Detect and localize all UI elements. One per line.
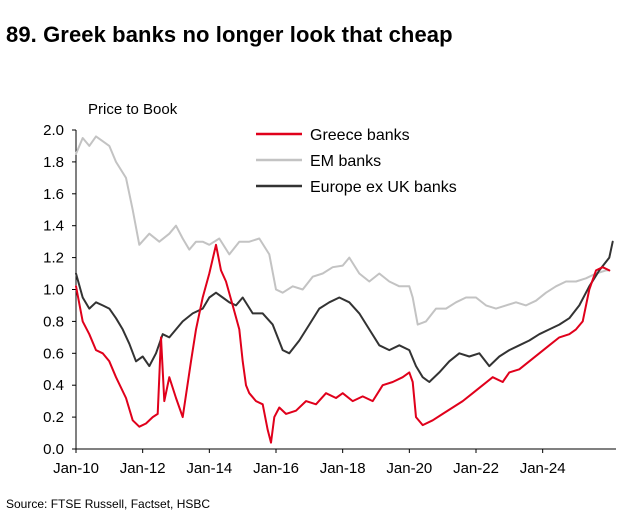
y-tick-label: 1.8 [43,154,64,171]
y-tick-label: 1.4 [43,218,64,235]
y-tick-label: 0.2 [43,409,64,426]
x-tick-label: Jan-18 [320,460,366,477]
x-tick-label: Jan-14 [186,460,232,477]
y-tick-label: 0.8 [43,313,64,330]
series-line-greece-banks [75,243,611,444]
y-tick-label: 0.4 [43,377,64,394]
y-tick-label: 0.0 [43,441,64,458]
x-tick-label: Jan-10 [53,460,99,477]
chart-title: 89. Greek banks no longer look that chea… [6,22,453,47]
series-line-europe-ex-uk-banks [75,240,614,383]
series-lines [75,135,614,444]
x-tick-label: Jan-24 [520,460,566,477]
legend-label-em-banks: EM banks [310,153,381,170]
y-tick-label: 0.6 [43,345,64,362]
y-ticks: 0.0 0.2 0.4 0.6 0.8 1.0 1.2 1.4 1.6 1.8 2.0 [43,122,76,458]
x-tick-label: Jan-22 [453,460,499,477]
y-tick-label: 1.2 [43,250,64,267]
axes [75,130,616,450]
y-axis-label: Price to Book [88,101,178,118]
y-tick-label: 2.0 [43,122,64,139]
series-line-em-banks [75,135,611,326]
x-tick-label: Jan-16 [253,460,299,477]
x-ticks: Jan-10 Jan-12 Jan-14 Jan-16 Jan-18 Jan-20 Jan-… [53,449,566,477]
legend-label-greece-banks: Greece banks [310,127,410,144]
legend: Greece banks EM banks Europe ex UK banks [256,127,457,196]
source-note: Source: FTSE Russell, Factset, HSBC [6,497,211,511]
x-tick-label: Jan-12 [120,460,166,477]
y-tick-label: 1.6 [43,186,64,203]
legend-label-europe-ex-uk-banks: Europe ex UK banks [310,179,457,196]
y-tick-label: 1.0 [43,282,64,299]
x-tick-label: Jan-20 [386,460,432,477]
